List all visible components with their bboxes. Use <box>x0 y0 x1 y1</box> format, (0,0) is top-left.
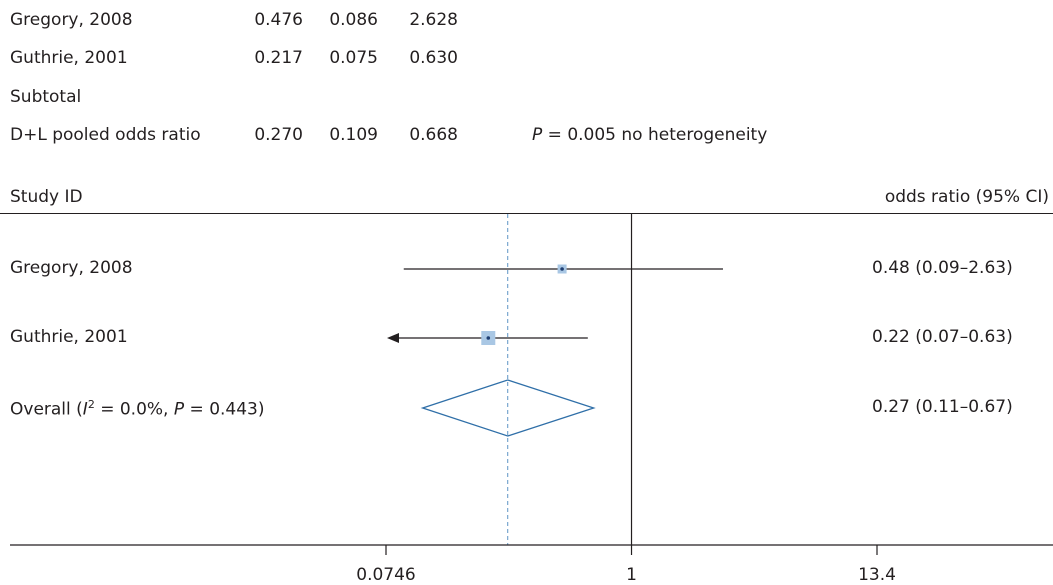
overall-label-part: Overall ( <box>10 399 83 420</box>
p-symbol: P <box>532 125 543 145</box>
table-cell-hi: 2.628 <box>409 10 458 30</box>
table-cell-or: 0.476 <box>254 10 303 30</box>
header-rule <box>0 213 1053 214</box>
i-symbol: I <box>82 399 88 420</box>
overall-label-part: = 0.443) <box>184 399 265 420</box>
x-tick-label: 13.4 <box>858 565 896 585</box>
table-cell-hi: 0.630 <box>409 48 458 68</box>
table-cell-or: 0.270 <box>254 125 303 145</box>
overall-label-part: = 0.0%, <box>94 399 174 420</box>
table-cell-lo: 0.075 <box>329 48 378 68</box>
overall-diamond <box>420 379 596 437</box>
ci-text: 0.48 (0.09–2.63) <box>872 258 1013 278</box>
point-estimate <box>486 336 491 340</box>
header-odds-ratio: odds ratio (95% CI) <box>884 187 1049 207</box>
study-label: Guthrie, 2001 <box>10 327 128 347</box>
x-tick-label: 1 <box>626 565 637 585</box>
ci-text: 0.22 (0.07–0.63) <box>872 327 1013 347</box>
x-tick-label: 0.0746 <box>356 565 416 585</box>
ci-arrow-left <box>387 333 399 343</box>
table-cell-lo: 0.109 <box>329 125 378 145</box>
heterogeneity-note: P = 0.005 no heterogeneity <box>532 127 767 144</box>
i-superscript: 2 <box>87 398 95 411</box>
table-cell-lo: 0.086 <box>329 10 378 30</box>
table-row-label: D+L pooled odds ratio <box>10 125 201 145</box>
header-study-id: Study ID <box>10 187 83 207</box>
table-row-label: Guthrie, 2001 <box>10 48 128 68</box>
table-row-label: Subtotal <box>10 87 82 107</box>
point-estimate <box>560 267 564 271</box>
table-cell-or: 0.217 <box>254 48 303 68</box>
table-row-label: Gregory, 2008 <box>10 10 133 30</box>
ci-text: 0.27 (0.11–0.67) <box>872 397 1013 417</box>
study-label: Gregory, 2008 <box>10 258 133 278</box>
overall-label: Overall (I2 = 0.0%, P = 0.443) <box>10 399 265 419</box>
table-cell-hi: 0.668 <box>409 125 458 145</box>
heterogeneity-text: = 0.005 no heterogeneity <box>542 125 768 145</box>
p-symbol: P <box>173 399 185 420</box>
